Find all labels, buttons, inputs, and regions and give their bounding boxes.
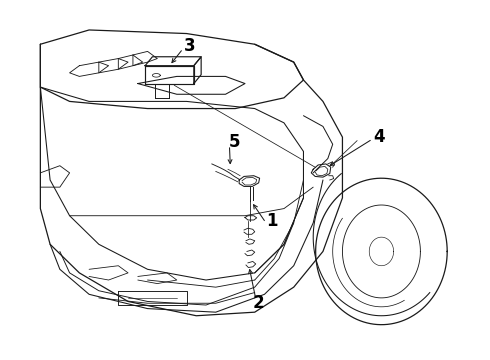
Text: 1: 1 bbox=[266, 212, 277, 230]
Text: 3: 3 bbox=[184, 37, 196, 55]
Text: 5: 5 bbox=[228, 134, 240, 152]
Text: 2: 2 bbox=[252, 294, 264, 312]
Text: 4: 4 bbox=[373, 128, 385, 146]
